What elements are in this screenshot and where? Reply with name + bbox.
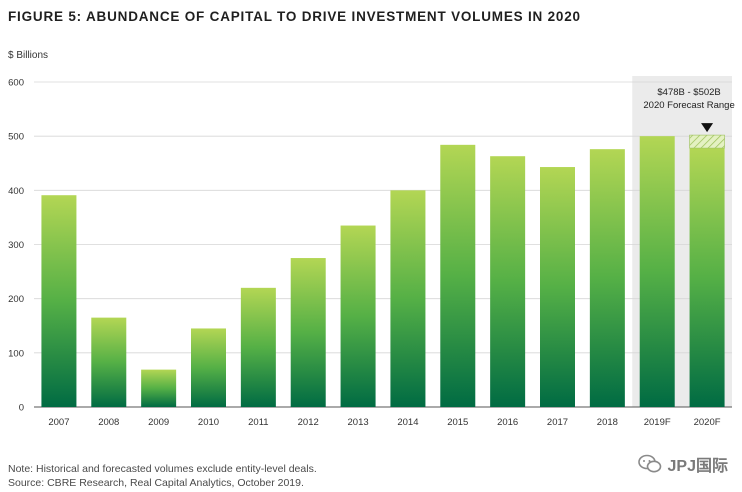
x-tick-label: 2008 [98, 417, 119, 428]
bar-2016 [490, 156, 526, 407]
bar-chart: 0 100 200 300 400 500 600 2007 2008 2009 2010 2011 2… [8, 76, 735, 428]
x-tick-label: 2016 [497, 417, 518, 428]
x-tick-label: 2010 [198, 417, 219, 428]
chart-source: Source: CBRE Research, Real Capital Anal… [8, 477, 304, 489]
y-tick-label: 600 [8, 78, 24, 89]
y-tick-label: 500 [8, 132, 24, 143]
x-tick-label: 2019F [644, 417, 671, 428]
y-tick-label: 100 [8, 348, 24, 359]
wechat-icon [637, 454, 661, 473]
bar-2020F [689, 148, 725, 408]
bar-2007 [41, 195, 77, 407]
watermark: JPJ国际 [637, 452, 728, 476]
y-axis-label: $ Billions [8, 50, 49, 61]
watermark-text: JPJ国际 [667, 458, 728, 475]
bar-2010 [191, 328, 226, 407]
bar-2017 [540, 167, 575, 407]
x-tick-label: 2014 [397, 417, 418, 428]
bar-2012 [290, 258, 326, 407]
x-tick-label: 2007 [48, 417, 69, 428]
bar-2009 [141, 369, 177, 407]
x-tick-label: 2018 [597, 417, 618, 428]
chart-title: FIGURE 5: ABUNDANCE OF CAPITAL TO DRIVE … [8, 9, 581, 24]
bar-2011 [240, 287, 276, 407]
y-tick-label: 0 [19, 403, 24, 414]
bar-2015 [440, 144, 476, 408]
forecast-range-caption: 2020 Forecast Range [643, 100, 734, 111]
y-tick-label: 400 [8, 186, 24, 197]
forecast-marker-triangle [701, 123, 714, 133]
bar-2018 [589, 149, 625, 407]
x-tick-label: 2011 [248, 417, 268, 428]
x-tick-label: 2015 [447, 417, 468, 428]
x-tick-label: 2013 [348, 417, 369, 428]
bar-2014 [390, 190, 426, 407]
forecast-range-hatch [689, 134, 725, 149]
bar-2019F [639, 136, 675, 407]
x-tick-label: 2017 [547, 417, 568, 428]
forecast-range-label: $478B - $502B [657, 87, 720, 98]
chart-note: Note: Historical and forecasted volumes … [8, 463, 317, 475]
y-tick-label: 200 [8, 294, 24, 305]
y-tick-label: 300 [8, 240, 24, 251]
bar-2013 [340, 225, 376, 407]
x-tick-label: 2012 [298, 417, 319, 428]
bar-2008 [91, 317, 127, 407]
x-tick-label: 2020F [694, 417, 721, 428]
x-tick-label: 2009 [148, 417, 169, 428]
